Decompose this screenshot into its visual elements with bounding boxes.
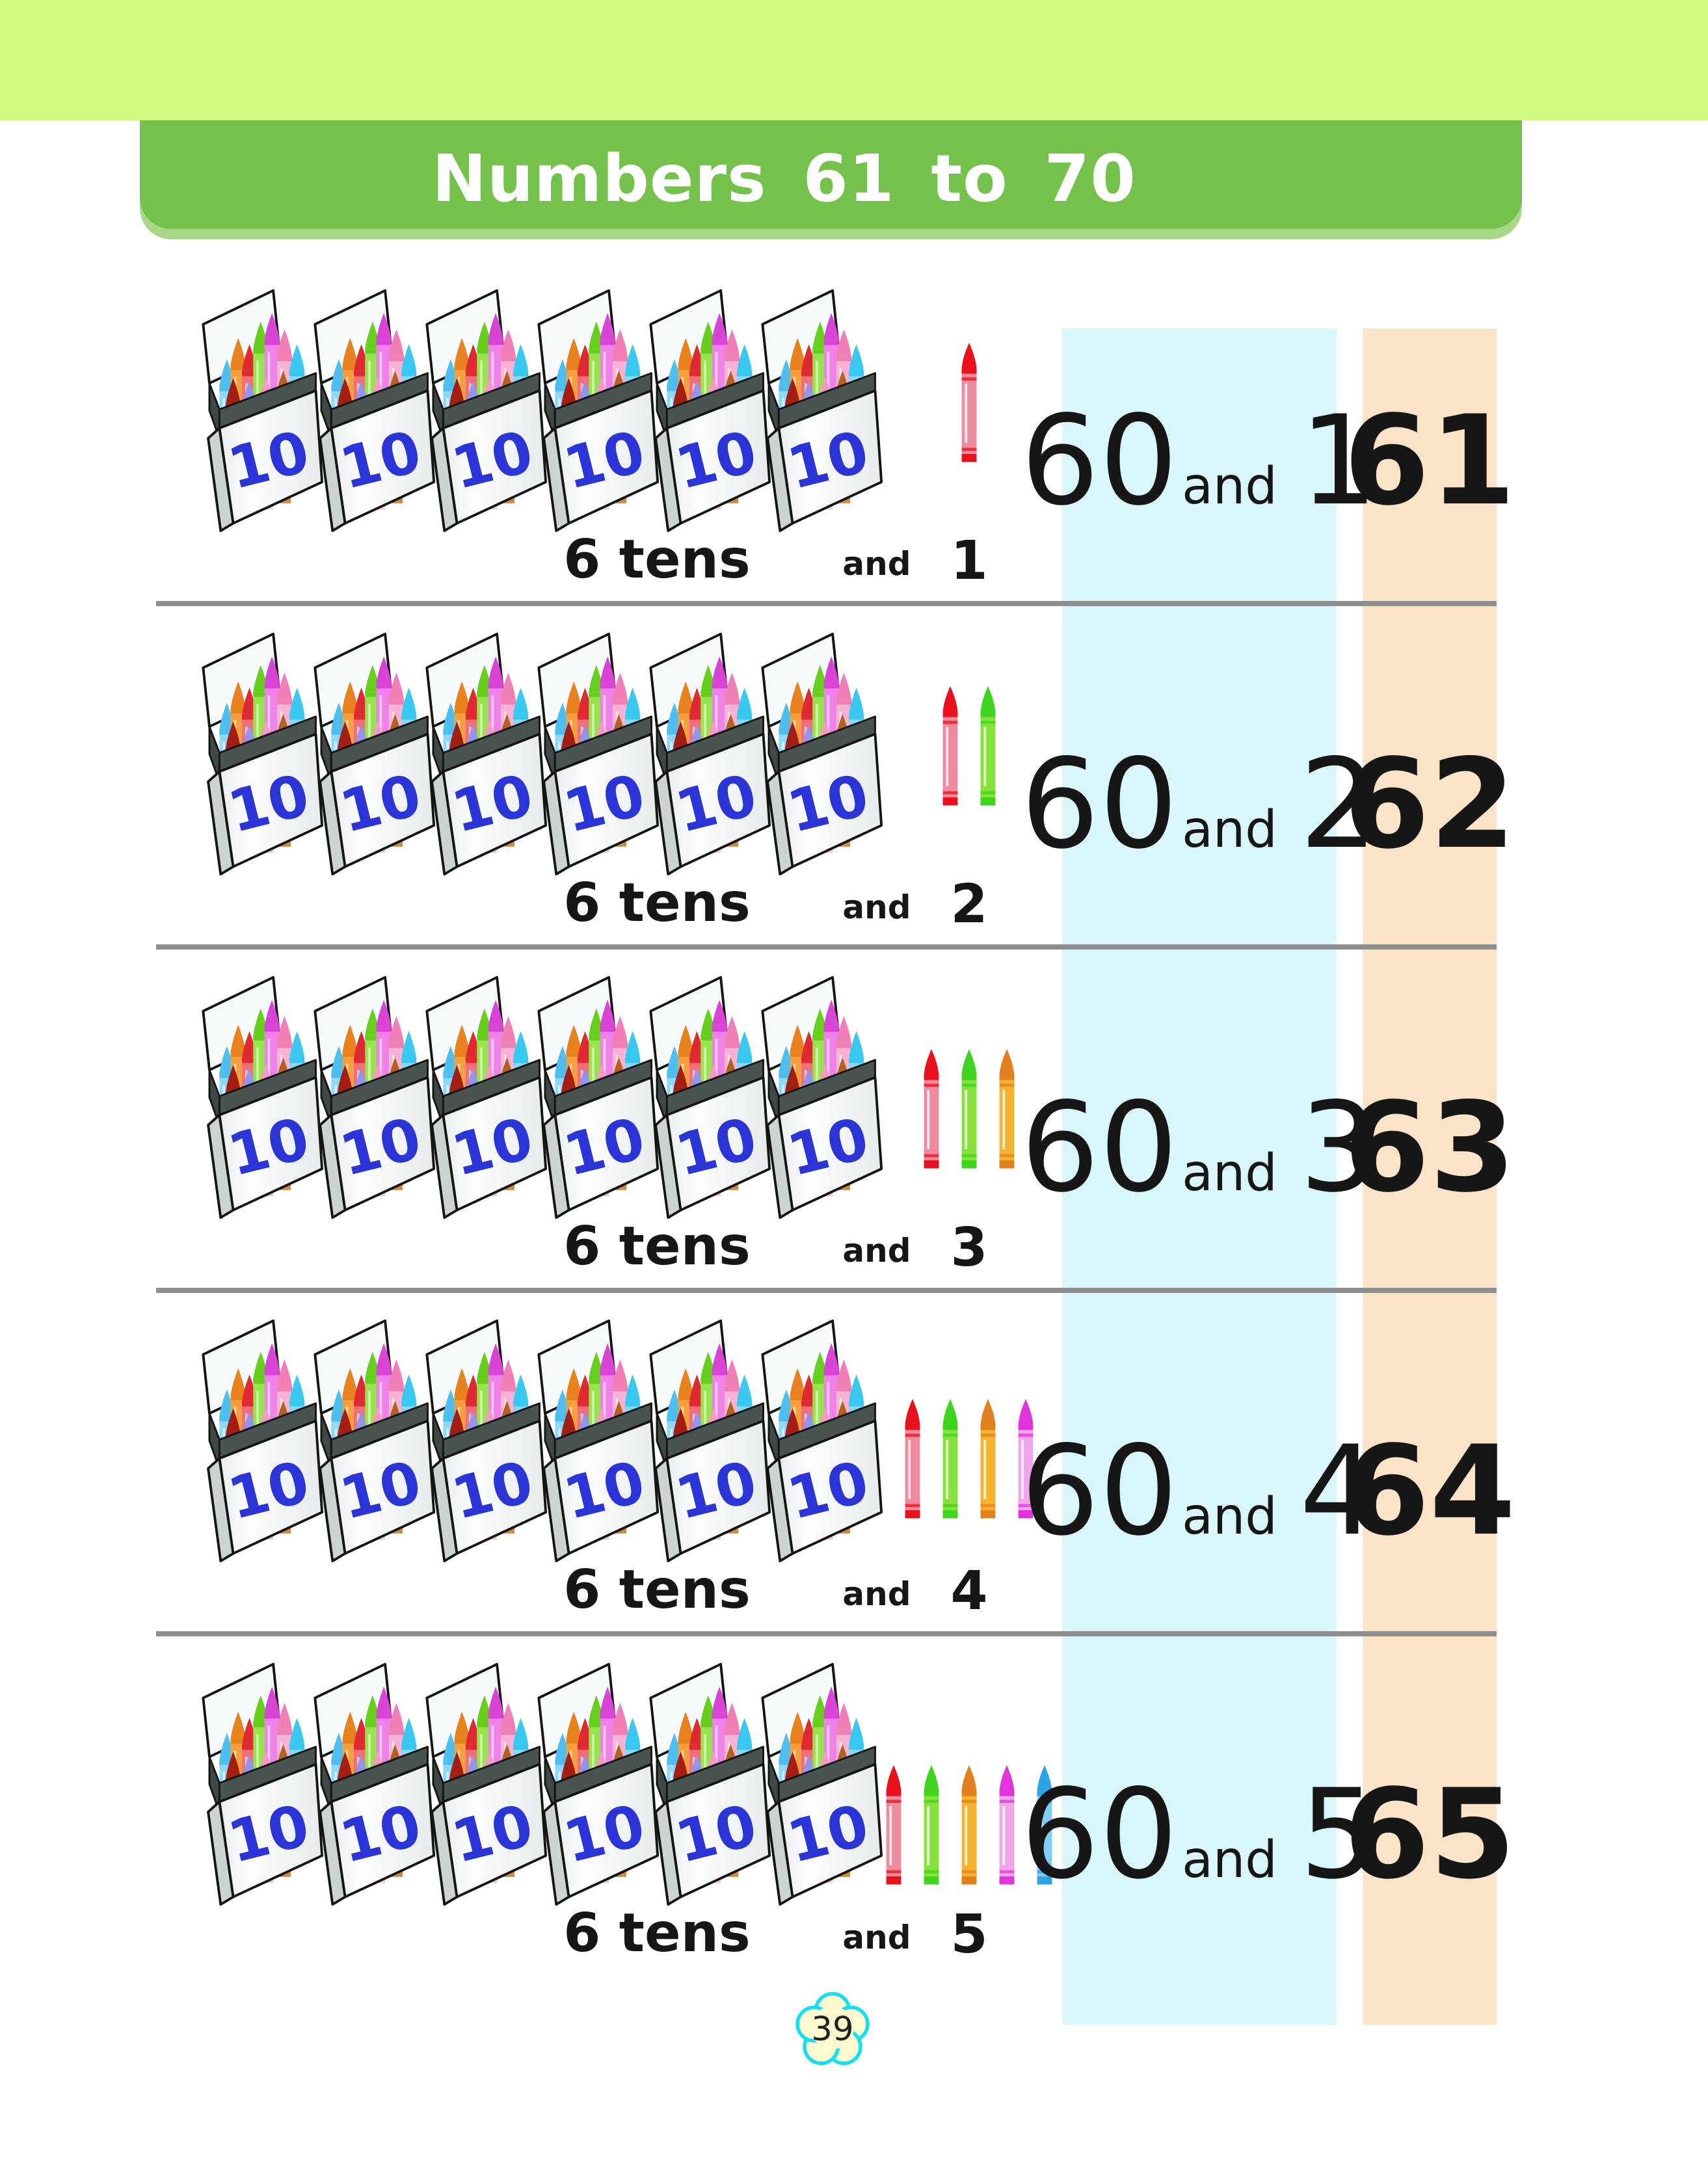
and-label: and <box>842 1919 911 1956</box>
and-label: and <box>842 1575 911 1613</box>
total-number: 64 <box>1343 1419 1516 1563</box>
ones-crayons <box>938 684 1000 814</box>
row: 6 tens and 5 60 and 5 65 <box>0 1634 1708 1977</box>
green-crayon-icon <box>924 1765 939 1885</box>
crayon-box-icon <box>761 976 883 1219</box>
page-number-badge: 39 <box>787 1990 878 2076</box>
total-number: 65 <box>1343 1763 1516 1906</box>
tens-boxes <box>192 1659 907 1907</box>
row-divider <box>156 1288 1497 1293</box>
ones-crayons <box>900 1396 1038 1526</box>
top-band <box>0 0 1708 120</box>
page-number: 39 <box>811 2010 853 2049</box>
total-number: 63 <box>1343 1076 1516 1219</box>
tens-count-label: 6 tens <box>563 1902 751 1964</box>
magenta-crayon-icon <box>1018 1399 1034 1519</box>
red-crayon-icon <box>942 686 958 806</box>
row: 6 tens and 3 60 and 3 63 <box>0 947 1708 1293</box>
expanded-form: 60 and 3 <box>1021 1086 1378 1210</box>
page-title: Numbers 61 to 70 <box>432 140 1136 217</box>
sum-tens: 60 <box>1021 389 1179 533</box>
sum-and-label: and <box>1182 1144 1277 1203</box>
orange-crayon-icon <box>980 1399 996 1519</box>
and-label: and <box>842 888 911 926</box>
total-number: 61 <box>1343 389 1516 533</box>
red-crayon-icon <box>924 1049 939 1169</box>
green-crayon-icon <box>942 1399 958 1519</box>
sum-tens: 60 <box>1021 1076 1179 1219</box>
tens-boxes <box>192 1316 907 1564</box>
and-label: and <box>842 1232 911 1270</box>
and-label: and <box>842 545 911 583</box>
sum-tens: 60 <box>1021 732 1179 876</box>
tens-boxes <box>192 629 907 877</box>
sum-and-label: and <box>1182 801 1277 859</box>
crayon-box-icon <box>761 1662 883 1906</box>
flower-icon: 39 <box>795 1991 870 2066</box>
row-divider <box>156 944 1497 950</box>
crayon-box-icon <box>761 632 883 876</box>
tens-count-label: 6 tens <box>563 1216 751 1277</box>
ones-crayons <box>957 340 981 470</box>
ones-crayons <box>881 1763 1057 1893</box>
row: 6 tens and 1 60 and 1 61 <box>0 260 1708 606</box>
sum-and-label: and <box>1182 1487 1277 1546</box>
sum-tens: 60 <box>1021 1763 1179 1906</box>
sum-ones: 4 <box>1299 1419 1378 1563</box>
green-crayon-icon <box>961 1049 977 1169</box>
ones-count-label: 4 <box>950 1560 988 1622</box>
tens-boxes <box>192 286 907 533</box>
sum-tens: 60 <box>1021 1419 1179 1563</box>
ones-count-label: 5 <box>950 1904 988 1965</box>
total-column <box>1363 328 1497 2025</box>
sum-ones: 3 <box>1299 1076 1378 1219</box>
blue-crayon-icon <box>1037 1765 1052 1885</box>
sum-and-label: and <box>1182 1831 1277 1889</box>
sum-ones: 2 <box>1299 732 1378 876</box>
total-number: 62 <box>1343 732 1516 876</box>
ones-crayons <box>919 1046 1019 1177</box>
red-crayon-icon <box>905 1399 920 1519</box>
crayon-box-icon <box>761 1319 883 1563</box>
ones-count-label: 3 <box>950 1217 988 1279</box>
tens-count-label: 6 tens <box>563 1559 751 1621</box>
red-crayon-icon <box>886 1765 901 1885</box>
sum-ones: 5 <box>1299 1763 1378 1906</box>
expanded-form: 60 and 2 <box>1021 743 1378 866</box>
tens-count-label: 6 tens <box>563 872 751 934</box>
expanded-form: 60 and 1 <box>1021 399 1378 523</box>
row-divider <box>156 601 1497 606</box>
sum-and-label: and <box>1182 457 1277 516</box>
row: 6 tens and 2 60 and 2 62 <box>0 604 1708 950</box>
row-divider <box>156 1631 1497 1636</box>
crayon-box-icon <box>761 289 883 533</box>
orange-crayon-icon <box>999 1049 1015 1169</box>
magenta-crayon-icon <box>999 1765 1015 1885</box>
expanded-form-column <box>1062 328 1337 2025</box>
tens-count-label: 6 tens <box>563 529 751 591</box>
page-header: Numbers 61 to 70 <box>140 120 1522 229</box>
ones-count-label: 1 <box>950 530 988 592</box>
sum-ones: 1 <box>1299 389 1378 533</box>
tens-boxes <box>192 972 907 1220</box>
ones-count-label: 2 <box>950 873 988 935</box>
expanded-form: 60 and 4 <box>1021 1430 1378 1553</box>
green-crayon-icon <box>980 686 996 806</box>
expanded-form: 60 and 5 <box>1021 1773 1378 1897</box>
row: 6 tens and 4 60 and 4 64 <box>0 1290 1708 1636</box>
red-crayon-icon <box>961 343 977 462</box>
orange-crayon-icon <box>961 1765 977 1885</box>
